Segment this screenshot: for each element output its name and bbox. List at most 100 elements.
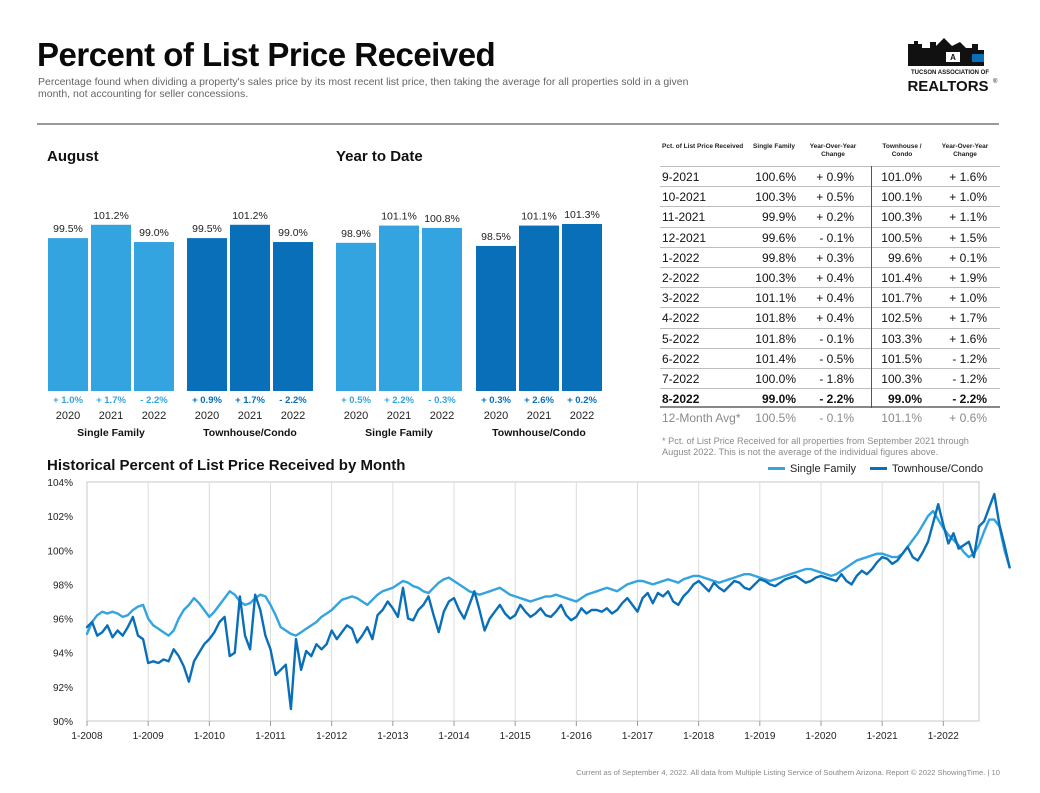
- x-tick-label: 1-2016: [561, 731, 593, 742]
- header-divider: [37, 123, 999, 125]
- bar: [230, 224, 270, 391]
- table-cell: 12-2021: [662, 230, 707, 245]
- table-cell: + 0.6%: [949, 411, 987, 426]
- y-tick-label: 104%: [47, 478, 73, 489]
- table-cell: 11-2021: [662, 210, 706, 225]
- table-avg-row: 12-Month Avg* 100.5% - 0.1% 101.1% + 0.6%: [660, 408, 1000, 428]
- table-row: 12-2021 99.6% - 0.1% 100.5% + 1.5%: [660, 226, 1000, 247]
- table-cell: 99.8%: [761, 250, 796, 265]
- logo-line2: REALTORS: [907, 78, 988, 94]
- bar-year-label: 2020: [484, 410, 508, 422]
- table-cell: 1-2022: [662, 250, 700, 265]
- table-cell: + 0.9%: [816, 170, 854, 184]
- bar: [48, 238, 88, 391]
- table-cell: + 0.4%: [816, 311, 854, 326]
- table-cell: - 0.1%: [819, 331, 854, 346]
- bar-value-label: 99.5%: [192, 223, 222, 235]
- table-row: 11-2021 99.9% + 0.2% 100.3% + 1.1%: [660, 206, 1000, 226]
- bar-group-label: Townhouse/Condo: [492, 427, 586, 439]
- bar-year-label: 2022: [430, 410, 454, 422]
- august-title: August: [47, 148, 99, 165]
- logo-registered: ®: [993, 78, 998, 85]
- col-month-header: Pct. of List Price Received: [662, 143, 744, 150]
- table-footnote: * Pct. of List Price Received for all pr…: [662, 436, 969, 457]
- table-cell: 10-2021: [662, 190, 707, 205]
- table-row: 4-2022 101.8% + 0.4% 102.5% + 1.7%: [660, 307, 1000, 327]
- table-cell: 2-2022: [662, 270, 700, 285]
- table-cell: 99.0%: [761, 392, 796, 407]
- table-cell: + 0.5%: [816, 190, 854, 205]
- legend-swatch-sf: [768, 466, 785, 470]
- bar-value-label: 101.1%: [521, 211, 557, 223]
- page-title: Percent of List Price Received: [37, 36, 496, 73]
- table-cell: - 1.8%: [819, 371, 854, 386]
- table-cell: + 0.3%: [816, 250, 854, 265]
- table-cell: + 1.1%: [949, 210, 987, 225]
- x-tick-label: 1-2014: [438, 731, 470, 742]
- table-cell: + 1.6%: [949, 170, 987, 184]
- bar-year-label: 2021: [99, 410, 123, 422]
- table-cell: 101.0%: [881, 170, 922, 184]
- y-tick-label: 90%: [53, 717, 73, 728]
- plot-frame: [86, 481, 980, 722]
- bar: [422, 227, 462, 391]
- history-chart-title: Historical Percent of List Price Receive…: [47, 457, 406, 474]
- bar-value-label: 100.8%: [424, 213, 460, 225]
- bar: [476, 245, 516, 391]
- bar-value-label: 99.0%: [139, 227, 169, 239]
- table-cell: 101.4%: [755, 351, 796, 366]
- logo-line1: TUCSON ASSOCIATION OF: [911, 70, 989, 76]
- table-cell: 102.5%: [881, 311, 922, 326]
- table-cell: 100.6%: [755, 170, 796, 184]
- bar-value-label: 98.5%: [481, 231, 511, 243]
- bar-group-label: Single Family: [77, 427, 145, 439]
- bar-year-label: 2020: [56, 410, 80, 422]
- bar-change-label: + 1.7%: [235, 395, 265, 406]
- series-line-townhouse: [85, 492, 1011, 711]
- table-cell: + 1.6%: [949, 331, 987, 346]
- page-subtitle: Percentage found when dividing a propert…: [38, 76, 689, 100]
- x-tick-label: 1-2009: [133, 731, 165, 742]
- bar-year-label: 2021: [387, 410, 411, 422]
- bar-value-label: 101.2%: [232, 210, 268, 222]
- table-cell: 100.3%: [755, 270, 796, 285]
- bar-change-label: + 1.7%: [96, 395, 126, 406]
- bar-change-label: - 2.2%: [140, 395, 168, 406]
- table-row: 9-2021 100.6% + 0.9% 101.0% + 1.6%: [660, 166, 1000, 186]
- table-cell: 4-2022: [662, 311, 700, 326]
- x-tick-label: 1-2017: [622, 731, 654, 742]
- table-header: Pct. of List Price Received Single Famil…: [660, 140, 1000, 166]
- table-cell: + 0.2%: [816, 210, 854, 225]
- table-body: 9-2021 100.6% + 0.9% 101.0% + 1.6% 10-2021 100…: [660, 166, 1000, 428]
- bar: [91, 224, 131, 391]
- legend-label-th: Townhouse/Condo: [892, 463, 984, 475]
- y-tick-label: 100%: [47, 546, 73, 557]
- legend-single-family: Single Family: [768, 463, 856, 475]
- bar-value-label: 101.1%: [381, 211, 417, 223]
- table-cell: - 0.1%: [819, 411, 854, 426]
- bar-change-label: - 0.3%: [428, 395, 456, 406]
- table-cell: 12-Month Avg*: [662, 411, 741, 426]
- table-cell: - 0.5%: [819, 351, 854, 366]
- bar-group-label: Townhouse/Condo: [203, 427, 297, 439]
- x-tick-label: 1-2012: [316, 731, 348, 742]
- table-cell: + 0.4%: [816, 291, 854, 306]
- table-cell: + 0.4%: [816, 270, 854, 285]
- bar-change-label: + 2.6%: [524, 395, 554, 406]
- legend-swatch-th: [870, 466, 887, 470]
- x-tick-label: 1-2015: [500, 731, 532, 742]
- table-cell: + 1.5%: [949, 230, 987, 245]
- table-cell: 3-2022: [662, 291, 700, 306]
- bar-year-label: 2022: [281, 410, 305, 422]
- table-cell: 100.1%: [881, 190, 922, 205]
- bar: [187, 238, 227, 391]
- bar-group-label: Single Family: [365, 427, 433, 439]
- bar-change-label: + 0.9%: [192, 395, 222, 406]
- table-cell: - 1.2%: [952, 351, 987, 366]
- col-th-yoy-header: Year-Over-Year Change: [941, 143, 989, 158]
- bar-year-label: 2022: [570, 410, 594, 422]
- table-cell: 99.6%: [761, 230, 796, 245]
- bar: [134, 242, 174, 391]
